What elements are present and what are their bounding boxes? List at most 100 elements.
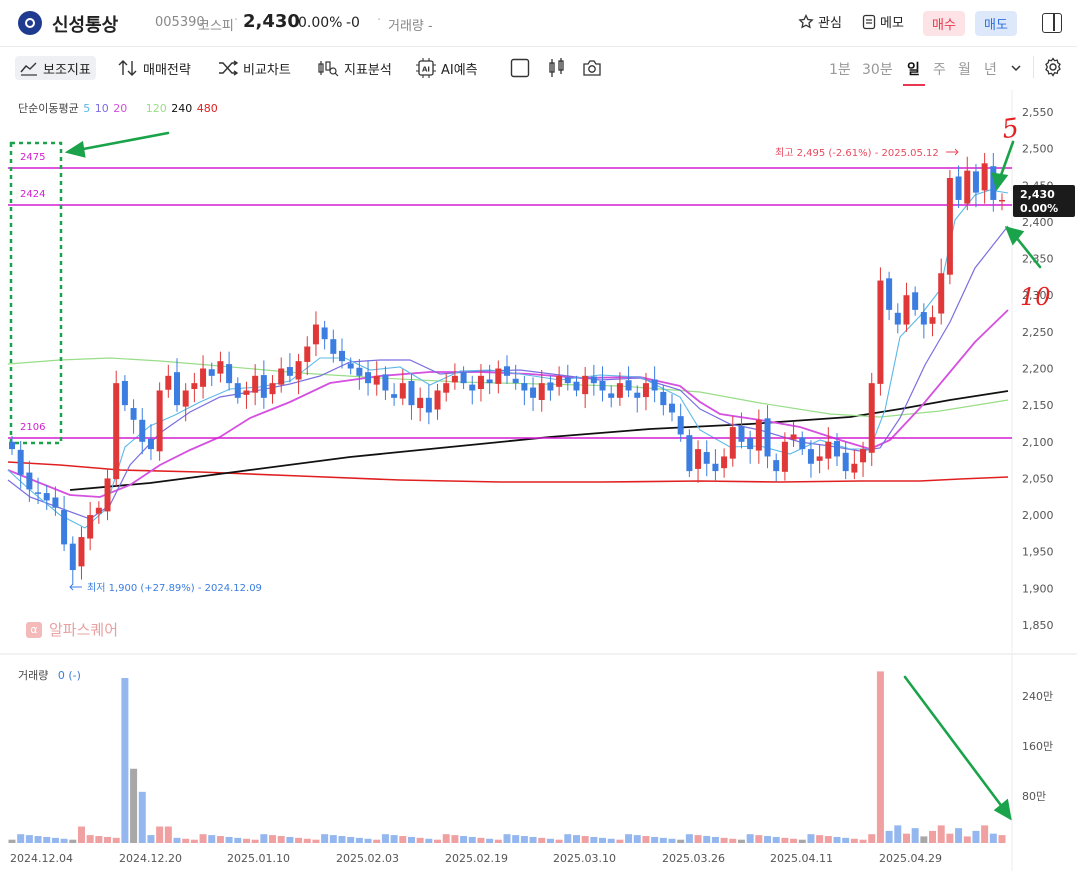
candle-body — [95, 507, 102, 514]
ai-predict-label: AI예측 — [441, 62, 478, 78]
badge-percent: 0.00% — [1020, 202, 1058, 215]
price-tick-label: 2,150 — [1022, 399, 1054, 412]
green-annotation-arrows — [64, 131, 1042, 821]
gear-icon[interactable] — [1043, 57, 1063, 77]
price-tick-label: 1,950 — [1022, 546, 1054, 559]
buy-button[interactable]: 매수 — [923, 11, 965, 36]
volume-bar — [955, 828, 963, 843]
chart-toolbar: 보조지표 매매전략 비교차트 지표분석 AI AI예측 1분 30분 일 주 월… — [0, 48, 1077, 86]
candle-body — [860, 449, 867, 463]
volume-bar — [824, 836, 832, 843]
volume-bar — [494, 839, 502, 843]
volume-bar — [503, 834, 511, 843]
chevron-down-icon[interactable] — [1010, 63, 1022, 73]
candle-body — [365, 372, 372, 384]
screenshot-button[interactable] — [582, 56, 602, 80]
volume-bar — [781, 837, 789, 843]
green-arrow-five — [998, 140, 1015, 180]
timeframe-day[interactable]: 일 — [907, 62, 920, 78]
timeframe-1min[interactable]: 1분 — [829, 62, 851, 78]
volume-bar — [668, 838, 676, 843]
volume-bar — [989, 833, 997, 843]
high-arrow-icon — [946, 148, 959, 156]
volume-bar — [321, 834, 329, 843]
volume-bar — [746, 834, 754, 843]
analysis-button[interactable]: 지표분석 — [317, 56, 392, 80]
candle-body — [200, 368, 207, 387]
selected-timeframe-underline — [903, 84, 925, 86]
candle-body — [825, 441, 832, 459]
updown-arrows-icon — [118, 60, 137, 76]
memo-button[interactable]: 메모 — [862, 12, 904, 31]
volume-bar — [529, 836, 537, 843]
date-tick-label: 2025.02.03 — [336, 852, 399, 865]
volume-bar — [772, 836, 780, 843]
compare-button[interactable]: 비교차트 — [218, 56, 291, 80]
change-amount: -0 — [346, 15, 360, 31]
candle-body — [616, 383, 623, 398]
current-price: 2,430 — [243, 11, 300, 32]
candle-body — [729, 427, 736, 459]
candle-body — [590, 376, 597, 384]
indicators-button[interactable]: 보조지표 — [15, 56, 96, 80]
timeframe-30min[interactable]: 30분 — [862, 62, 893, 78]
volume-bar — [286, 836, 294, 843]
low-arrow-icon — [69, 583, 82, 591]
volume-bar — [373, 839, 381, 843]
watermark-text: 알파스퀘어 — [49, 621, 119, 639]
volume-bar — [868, 834, 876, 843]
camera-icon — [583, 60, 601, 76]
candle-body — [417, 397, 424, 409]
volume-bar — [147, 835, 155, 843]
strategy-button[interactable]: 매매전략 — [118, 56, 191, 80]
volume-bar — [755, 835, 763, 843]
change-percent: 0.00% — [298, 15, 343, 31]
candle-body — [946, 177, 953, 275]
volume-bar — [51, 837, 59, 843]
candle-body — [807, 449, 814, 464]
volume-series — [8, 671, 1006, 843]
timeframe-year[interactable]: 년 — [984, 62, 997, 78]
candle-body — [990, 166, 997, 200]
volume-bar — [581, 836, 589, 843]
side-panel-toggle-icon[interactable] — [1042, 13, 1062, 33]
candle-body — [347, 363, 354, 369]
volume-bar — [633, 835, 641, 843]
volume-bar — [798, 839, 806, 843]
date-tick-label: 2025.02.19 — [445, 852, 508, 865]
candle-body — [26, 472, 33, 490]
dashed-highlight-box[interactable] — [9, 141, 63, 445]
volume-bar — [737, 839, 745, 843]
indicator-chart-icon — [20, 62, 37, 76]
candle-body — [382, 374, 389, 391]
watchlist-button[interactable]: 관심 — [798, 12, 842, 31]
candle-body — [773, 460, 780, 472]
date-tick-label: 2025.03.26 — [662, 852, 725, 865]
separator-dot: · — [377, 13, 382, 28]
volume-bar — [850, 838, 858, 843]
candle-body — [87, 515, 94, 539]
volume-bar — [251, 839, 259, 843]
indicators-label: 보조지표 — [43, 62, 91, 78]
sell-button[interactable]: 매도 — [975, 11, 1017, 36]
candle-body — [477, 375, 484, 390]
timeframe-month[interactable]: 월 — [958, 62, 971, 78]
candle-body — [330, 339, 337, 354]
ai-predict-button[interactable]: AI AI예측 — [416, 56, 478, 80]
volume-bar — [451, 835, 459, 843]
candle-body — [451, 375, 458, 383]
volume-bar — [616, 839, 624, 843]
candle-body — [999, 199, 1005, 202]
timeframe-week[interactable]: 주 — [933, 62, 946, 78]
volume-bar — [859, 839, 867, 843]
volume-bar — [112, 837, 120, 843]
square-draw-button[interactable] — [510, 56, 530, 80]
volume-bar — [269, 835, 277, 843]
volume-bar — [572, 835, 580, 843]
green-arrow-volume — [903, 675, 1005, 810]
ma480-line — [7, 461, 1009, 483]
volume-bar — [807, 834, 815, 843]
candle-body — [599, 380, 606, 391]
candle-type-button[interactable] — [547, 56, 567, 80]
